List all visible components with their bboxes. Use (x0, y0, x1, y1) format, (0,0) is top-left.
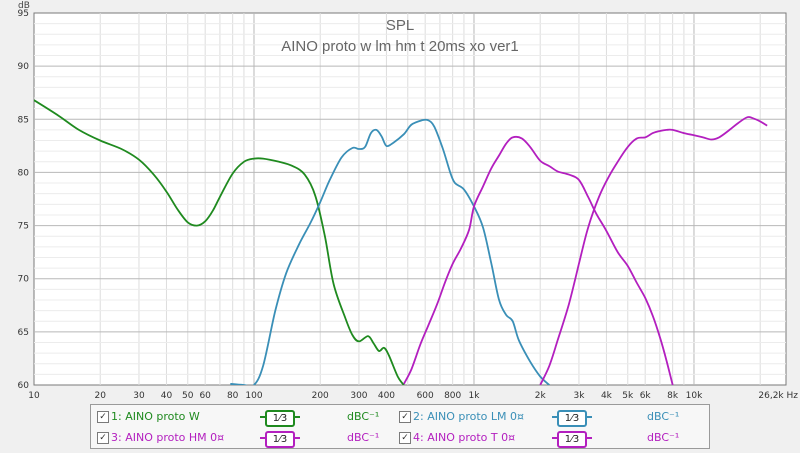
y-axis-unit: dB (18, 1, 30, 11)
x-tick-label: 2k (535, 391, 547, 401)
x-tick-label: 10k (686, 391, 703, 401)
smoothing-stub (587, 416, 592, 418)
legend-label-4: 4: AINO proto T 0¤ (413, 431, 516, 444)
series-line-4 (539, 116, 768, 385)
legend-row-1: ✓ 1: AINO proto W 1⁄3 dBC⁻¹ ✓ 2: AINO pr… (91, 407, 709, 427)
smoothing-stub (260, 416, 265, 418)
x-tick-label: 30 (133, 391, 145, 401)
legend-label-2: 2: AINO proto LM 0¤ (413, 410, 524, 423)
y-tick-label: 75 (18, 222, 29, 232)
legend-item-2[interactable]: ✓ 2: AINO proto LM 0¤ 1⁄3 dBC⁻¹ (399, 407, 704, 427)
smoothing-button-4[interactable]: 1⁄3 (557, 431, 587, 448)
y-tick-label: 70 (18, 275, 30, 285)
x-tick-label: 200 (312, 391, 329, 401)
x-tick-label: 800 (444, 391, 461, 401)
smoothing-stub (295, 416, 300, 418)
spl-chart: 60 65 70 75 80 85 90 95 10 20 30 40 50 60 80 100 200 300 4… (18, 1, 799, 401)
x-tick-label: 300 (350, 391, 367, 401)
axis-labels: 60 65 70 75 80 85 90 95 10 20 30 40 50 60 80 100 200 300 4… (18, 9, 799, 401)
x-tick-label: 600 (417, 391, 434, 401)
y-tick-label: 85 (18, 115, 29, 125)
smoothing-stub (295, 437, 300, 439)
series-line-1 (34, 99, 405, 385)
legend-unit-4[interactable]: dBC⁻¹ (647, 431, 680, 444)
x-tick-label: 40 (161, 391, 173, 401)
smoothing-button-2[interactable]: 1⁄3 (557, 410, 587, 427)
legend-unit-3[interactable]: dBC⁻¹ (347, 431, 380, 444)
y-tick-label: 90 (18, 62, 30, 72)
legend-row-2: ✓ 3: AINO proto HM 0¤ 1⁄3 dBC⁻¹ ✓ 4: AIN… (91, 428, 709, 448)
legend: ✓ 1: AINO proto W 1⁄3 dBC⁻¹ ✓ 2: AINO pr… (90, 404, 710, 449)
legend-checkbox-1[interactable]: ✓ (97, 411, 109, 423)
legend-checkbox-4[interactable]: ✓ (399, 432, 411, 444)
x-tick-label: 5k (622, 391, 634, 401)
x-tick-label: 60 (199, 391, 211, 401)
x-tick-label: 400 (378, 391, 395, 401)
legend-label-3: 3: AINO proto HM 0¤ (111, 431, 225, 444)
x-tick-label: 100 (245, 391, 262, 401)
x-tick-label: 4k (601, 391, 613, 401)
series-layer (34, 99, 768, 385)
x-tick-label: 20 (94, 391, 106, 401)
plot-area (33, 12, 787, 386)
y-tick-label: 80 (18, 168, 30, 178)
smoothing-button-1[interactable]: 1⁄3 (265, 410, 295, 427)
x-tick-label: 10 (28, 391, 40, 401)
x-tick-label: 80 (227, 391, 239, 401)
legend-item-1[interactable]: ✓ 1: AINO proto W 1⁄3 dBC⁻¹ (97, 407, 397, 427)
x-tick-label: 26,2k Hz (758, 391, 798, 401)
legend-checkbox-2[interactable]: ✓ (399, 411, 411, 423)
smoothing-button-3[interactable]: 1⁄3 (265, 431, 295, 448)
y-tick-label: 95 (18, 9, 29, 19)
legend-item-4[interactable]: ✓ 4: AINO proto T 0¤ 1⁄3 dBC⁻¹ (399, 428, 704, 448)
grid (34, 13, 786, 385)
y-tick-label: 65 (18, 328, 29, 338)
smoothing-stub (552, 416, 557, 418)
legend-unit-1[interactable]: dBC⁻¹ (347, 410, 380, 423)
x-tick-label: 6k (640, 391, 652, 401)
chart-title: SPL (386, 17, 414, 34)
y-tick-label: 60 (18, 381, 30, 391)
x-tick-label: 8k (667, 391, 679, 401)
chart-subtitle: AINO proto w lm hm t 20ms xo ver1 (281, 38, 519, 55)
smoothing-stub (587, 437, 592, 439)
series-line-2 (230, 118, 550, 385)
smoothing-stub (552, 437, 557, 439)
smoothing-stub (260, 437, 265, 439)
series-line-3 (403, 135, 674, 385)
legend-checkbox-3[interactable]: ✓ (97, 432, 109, 444)
legend-unit-2[interactable]: dBC⁻¹ (647, 410, 680, 423)
x-tick-label: 3k (573, 391, 585, 401)
legend-item-3[interactable]: ✓ 3: AINO proto HM 0¤ 1⁄3 dBC⁻¹ (97, 428, 397, 448)
x-tick-label: 50 (182, 391, 194, 401)
legend-label-1: 1: AINO proto W (111, 410, 200, 423)
x-tick-label: 1k (469, 391, 481, 401)
